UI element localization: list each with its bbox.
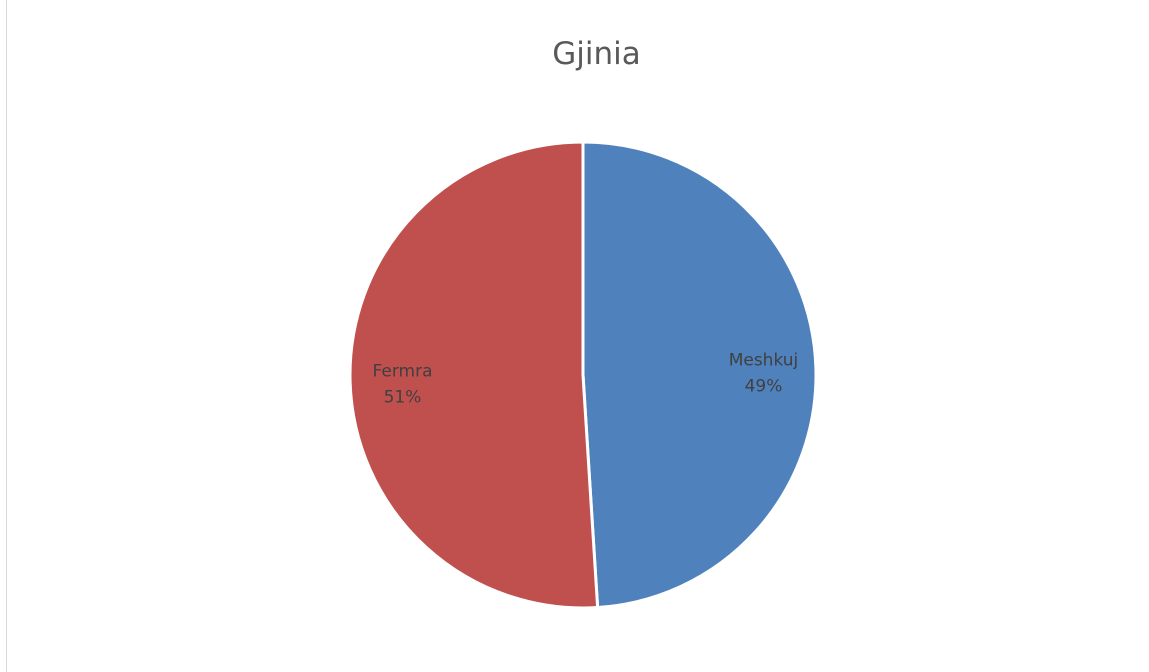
slice-label-fermra: Fermra [373, 362, 433, 382]
pie-slice-meshkuj [581, 140, 818, 610]
slice-percent-meshkuj: 49% [745, 376, 783, 396]
slice-label-meshkuj: Meshkuj [729, 350, 799, 370]
pie-slice-fermra [348, 140, 600, 610]
chart-area [6, 0, 1149, 672]
slice-percent-fermra: 51% [384, 388, 422, 408]
chart-title: Gjinia [552, 36, 641, 72]
